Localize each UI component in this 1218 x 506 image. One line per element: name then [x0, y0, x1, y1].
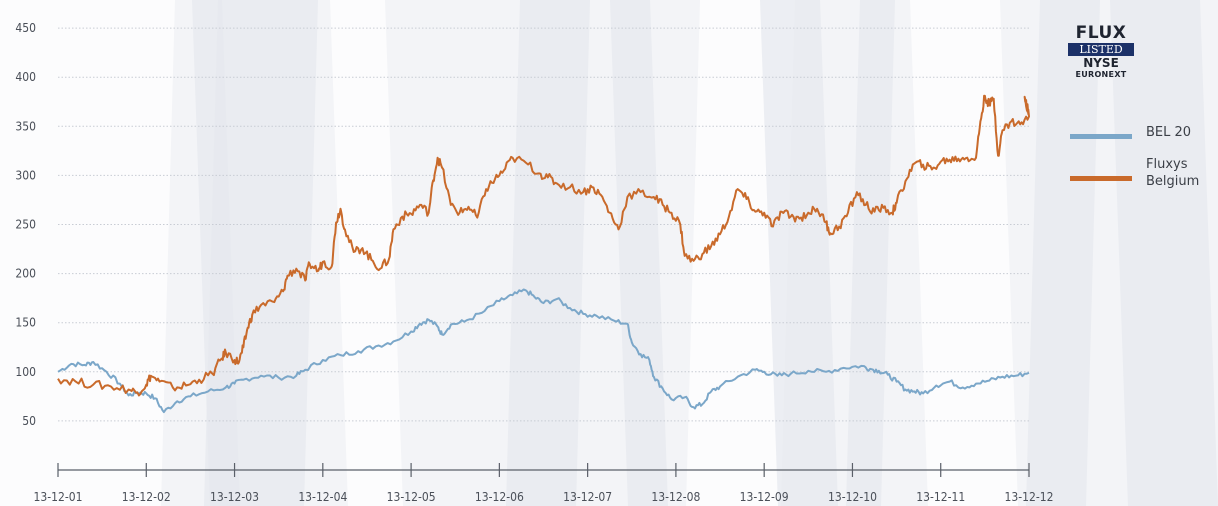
x-axis: 13-12-01 13-12-02 13-12-03 13-12-04 13-12-05…: [34, 463, 1054, 504]
x-tick-label: 13-12-11: [916, 490, 965, 504]
x-tick-label: 13-12-04: [298, 490, 347, 504]
y-tick-label: 250: [15, 218, 36, 232]
legend-label-fluxys: Fluxys Belgium: [1146, 157, 1200, 189]
flux-listed-logo: FLUX LISTED NYSE EURONEXT: [1068, 24, 1134, 96]
chart-legend: BEL 20 Fluxys Belgium: [1068, 124, 1218, 208]
y-tick-label: 100: [15, 365, 36, 379]
x-tick-label: 13-12-09: [740, 490, 789, 504]
y-tick-label: 450: [15, 21, 36, 35]
y-tick-label: 350: [15, 119, 36, 133]
x-tick-label: 13-12-08: [651, 490, 700, 504]
logo-text-euronext: EURONEXT: [1075, 70, 1127, 79]
background-stripe: [846, 0, 895, 506]
x-tick-label: 13-12-06: [475, 490, 524, 504]
legend-label-bel20: BEL 20: [1146, 125, 1192, 140]
y-tick-label: 200: [15, 267, 36, 281]
x-tick-label: 13-12-10: [828, 490, 877, 504]
background-stripe: [0, 0, 175, 506]
y-tick-label: 400: [15, 70, 36, 84]
legend-item-bel20: BEL 20: [1068, 124, 1218, 144]
series-line-fluxys-belgium: [57, 94, 1030, 397]
logo-text-flux: FLUX: [1075, 23, 1127, 43]
y-tick-label: 50: [22, 414, 36, 428]
background-stripe: [1110, 0, 1218, 506]
x-tick-label: 13-12-01: [34, 490, 83, 504]
x-tick-label: 13-12-12: [1005, 490, 1054, 504]
y-tick-label: 300: [15, 168, 36, 182]
background-stripe: [1026, 0, 1100, 506]
x-tick-label: 13-12-07: [563, 490, 612, 504]
y-tick-label: 150: [15, 316, 36, 330]
x-tick-label: 13-12-02: [122, 490, 171, 504]
grid-lines: [58, 27, 1029, 422]
legend-item-fluxys: Fluxys Belgium: [1068, 156, 1218, 196]
logo-text-listed: LISTED: [1068, 43, 1134, 56]
logo-text-nyse: NYSE: [1083, 56, 1119, 70]
series-line-bel20: [57, 288, 1030, 414]
x-tick-label: 13-12-03: [210, 490, 259, 504]
y-axis-tick-labels: 50 100 150 200 250 300 350 400 450: [15, 21, 36, 428]
legend-swatch-bel20: [1070, 134, 1132, 139]
series-lines: [57, 94, 1030, 414]
legend-swatch-fluxys: [1070, 176, 1132, 181]
x-tick-label: 13-12-05: [387, 490, 436, 504]
